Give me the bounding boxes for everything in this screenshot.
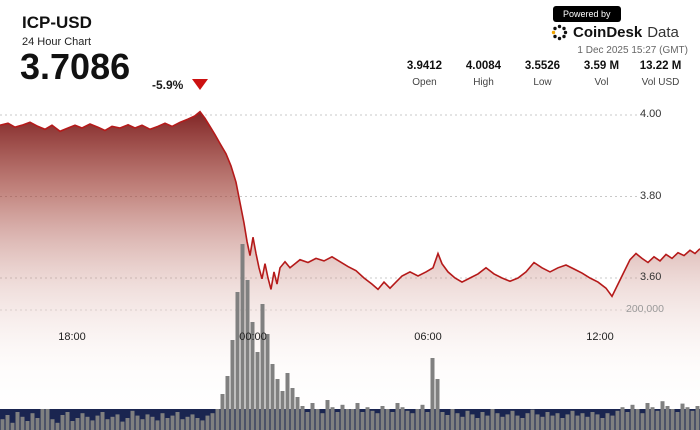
chart-subtitle: 24 Hour Chart (22, 36, 92, 48)
y-axis-label-3-80: 3.80 (640, 190, 662, 202)
stat-low: 3.5526 Low (513, 60, 572, 88)
stat-high-label: High (473, 77, 494, 88)
x-axis-label-12-00: 12:00 (586, 331, 614, 343)
current-price: 3.7086 (20, 46, 131, 87)
stat-open-value: 3.9412 (406, 60, 443, 72)
stat-vol-usd: 13.22 M Vol USD (631, 60, 690, 88)
stat-high-value: 4.0084 (465, 60, 502, 72)
powered-by-badge: Powered by (553, 6, 621, 22)
stat-vol: 3.59 M Vol (572, 60, 631, 88)
stat-high: 4.0084 High (454, 60, 513, 88)
stat-open: 3.9412 Open (395, 60, 454, 88)
brand-name: CoinDesk (573, 24, 643, 41)
stat-vol-usd-label: Vol USD (641, 77, 680, 88)
stat-low-label: Low (533, 77, 552, 88)
stat-low-value: 3.5526 (524, 60, 561, 72)
brand-suffix: Data (647, 24, 679, 41)
pair-title: ICP-USD (22, 13, 92, 32)
coindesk-logo-icon (551, 24, 568, 41)
y-axis-label-3-60: 3.60 (640, 271, 662, 283)
x-axis-label-00-00: 00:00 (239, 331, 267, 343)
y-axis-label-4-00: 4.00 (640, 108, 662, 120)
stat-vol-label: Vol (594, 77, 609, 88)
stat-open-label: Open (412, 77, 437, 88)
x-axis-label-06-00: 06:00 (414, 331, 442, 343)
timestamp: 1 Dec 2025 15:27 (GMT) (577, 45, 688, 56)
price-change: -5.9% (152, 78, 184, 92)
stat-vol-usd-value: 13.22 M (639, 60, 682, 72)
stats-row: 3.9412 Open 4.0084 High 3.5526 Low 3.59 … (395, 60, 690, 88)
coindesk-data-logo[interactable]: CoinDesk Data (551, 24, 679, 41)
volume-axis-label: 200,000 (626, 303, 664, 315)
x-axis-label-18-00: 18:00 (58, 331, 86, 343)
stat-vol-value: 3.59 M (583, 60, 620, 72)
price-down-triangle-icon (192, 79, 208, 90)
